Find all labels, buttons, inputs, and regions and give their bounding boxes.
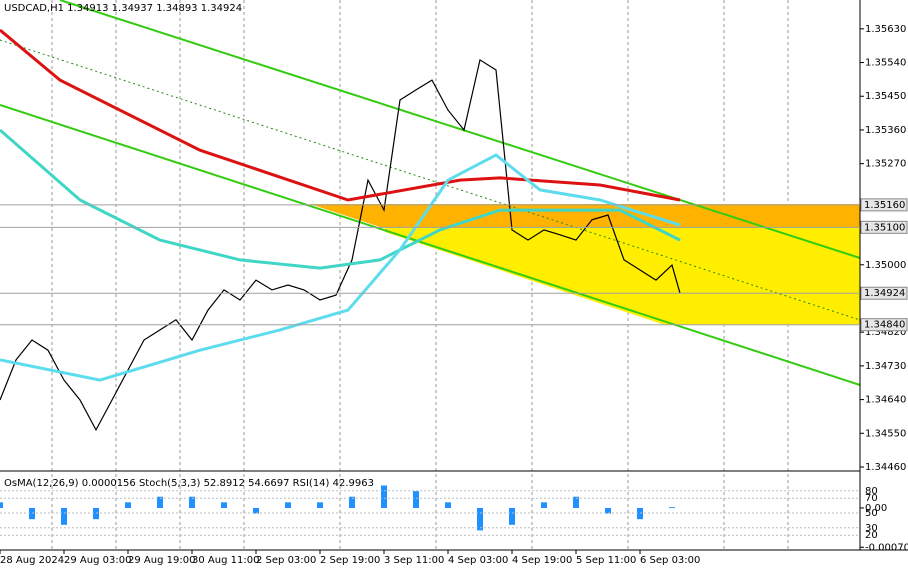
resistance-zone: [310, 204, 860, 227]
x-tick-label: 30 Aug 11:00: [192, 555, 259, 566]
price-line: [0, 153, 681, 382]
osma-bar: [541, 502, 547, 508]
osma-bar: [125, 502, 131, 508]
channel-line: [59, 0, 861, 259]
osma-bar: [189, 496, 195, 508]
x-tick-label: 28 Aug 2024: [0, 555, 64, 566]
level-label: 1.34840: [864, 320, 905, 331]
osma-bar: [477, 507, 483, 531]
osma-bar: [445, 502, 451, 508]
y-tick-label: 1.35270: [865, 159, 906, 170]
y-tick-label: 1.34820: [865, 327, 906, 338]
osma-bar: [61, 507, 67, 525]
y-tick-label: 1.35000: [865, 260, 906, 271]
y2-tick-label: 30: [865, 523, 878, 534]
y-tick-label: 1.35450: [865, 91, 906, 102]
channel-midline: [0, 39, 861, 321]
y-tick-label: 1.35630: [865, 24, 906, 35]
price-line: [0, 28, 681, 202]
level-label-box: [860, 318, 908, 332]
y-tick-label: 1.34460: [865, 462, 906, 473]
y2-tick-label: 80: [865, 486, 878, 497]
osma-bar: [317, 502, 323, 508]
price-line: [0, 58, 681, 432]
osma-bar: [509, 507, 515, 525]
osma-bar: [221, 502, 227, 508]
osma-bar: [413, 491, 419, 508]
indicator-title: OsMA(12,26,9) 0.0000156 Stoch(5,3,3) 52.…: [4, 478, 374, 489]
channel-line: [0, 104, 861, 386]
x-tick-label: 5 Sep 11:00: [576, 555, 636, 566]
x-tick-label: 2 Sep 03:00: [256, 555, 316, 566]
support-zone: [385, 227, 860, 325]
level-label: 1.35100: [864, 222, 905, 233]
level-label: 1.35160: [864, 200, 905, 211]
osma-bar: [349, 496, 355, 508]
level-label-box: [860, 286, 908, 300]
y-tick-label: 0.00: [865, 503, 887, 514]
x-tick-label: 4 Sep 03:00: [448, 555, 508, 566]
x-tick-label: 29 Aug 19:00: [128, 555, 195, 566]
osma-bar: [285, 502, 291, 508]
osma-bar: [157, 496, 163, 508]
level-label-box: [860, 220, 908, 234]
osma-bar: [253, 507, 259, 514]
x-tick-label: 6 Sep 03:00: [640, 555, 700, 566]
y-tick-label: 1.34730: [865, 361, 906, 372]
osma-bar: [605, 507, 611, 514]
x-tick-label: 4 Sep 19:00: [512, 555, 572, 566]
y-tick-label: 1.35360: [865, 125, 906, 136]
x-tick-label: 29 Aug 03:00: [64, 555, 131, 566]
osma-bar: [381, 485, 387, 508]
y-tick-label: 1.34550: [865, 428, 906, 439]
chart-title: USDCAD,H1 1.34913 1.34937 1.34893 1.3492…: [4, 3, 242, 14]
x-tick-label: 3 Sep 11:00: [384, 555, 444, 566]
level-label: 1.34924: [864, 288, 905, 299]
osma-bar: [573, 496, 579, 508]
x-tick-label: 2 Sep 19:00: [320, 555, 380, 566]
y-tick-label: 1.35540: [865, 58, 906, 69]
plot: [0, 28, 681, 531]
y-tick-label: 1.34640: [865, 395, 906, 406]
y2-tick-label: 50: [865, 508, 878, 519]
osma-bar: [0, 502, 3, 508]
osma-bar: [669, 507, 675, 508]
osma-bar: [29, 507, 35, 520]
osma-bar: [637, 507, 643, 520]
price-line: [0, 128, 681, 270]
osma-bar: [93, 507, 99, 520]
y-tick-label: -0.000701: [865, 542, 908, 553]
y2-tick-label: 70: [865, 493, 878, 504]
decorations: [0, 0, 861, 550]
level-label-box: [860, 198, 908, 212]
y2-tick-label: 20: [865, 530, 878, 541]
